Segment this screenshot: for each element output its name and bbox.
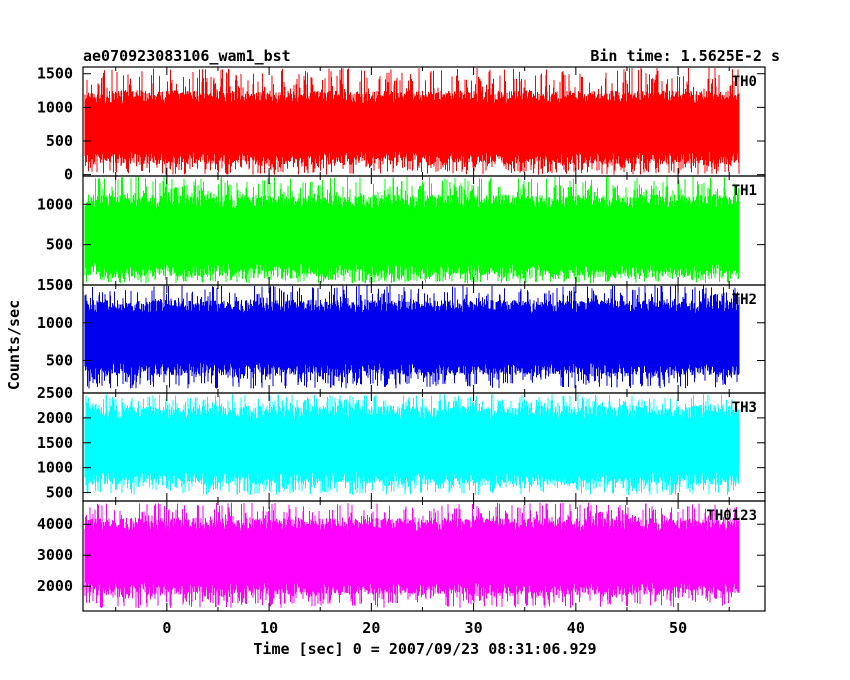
panel-th0: TH0 0 500 1000 1500 — [37, 65, 766, 184]
y-tick-label: 500 — [46, 132, 73, 150]
chart-title: ae070923083106_wam1_bst — [83, 47, 291, 65]
y-tick-label: 3000 — [37, 546, 73, 564]
x-tick-label: 20 — [362, 619, 380, 637]
y-tick-label: 1500 — [37, 434, 73, 452]
y-tick-label: 0 — [64, 276, 73, 294]
y-tick-label: 500 — [46, 352, 73, 370]
panel-th2: TH2 500 1000 1500 — [37, 276, 766, 394]
x-tick-label: 50 — [669, 619, 687, 637]
y-axis-label: Counts/sec — [5, 300, 23, 390]
x-axis: 0 10 20 30 40 50 — [162, 619, 687, 637]
panel-label: TH1 — [732, 183, 757, 199]
panel-th3: TH3 500 1000 1500 2000 2500 — [37, 384, 766, 502]
panels-group: TH0 0 500 1000 1500 TH1 0 500 1000 TH2 500 1000 1500… — [37, 65, 766, 612]
panel-label: TH2 — [732, 292, 757, 308]
x-tick-label: 10 — [260, 619, 278, 637]
y-tick-label: 1000 — [37, 195, 73, 213]
y-tick-label: 1000 — [37, 314, 73, 332]
y-tick-label: 2500 — [37, 384, 73, 402]
x-tick-label: 0 — [162, 619, 171, 637]
panel-frame — [82, 500, 766, 612]
panel-label: TH0 — [732, 74, 757, 90]
panel-th0123: TH0123 2000 3000 4000 — [37, 500, 766, 612]
y-tick-label: 1500 — [37, 276, 73, 294]
x-tick-label: 30 — [465, 619, 483, 637]
series-th0 — [84, 67, 740, 175]
y-tick-label: 1000 — [37, 459, 73, 477]
y-tick-label: 2000 — [37, 577, 73, 595]
x-tick-label: 40 — [567, 619, 585, 637]
series-th3 — [84, 394, 740, 495]
series-th0123 — [84, 502, 740, 608]
series-th2 — [84, 285, 740, 389]
y-tick-label: 500 — [46, 236, 73, 254]
bin-time-label: Bin time: 1.5625E-2 s — [590, 47, 780, 65]
series-th1 — [84, 176, 740, 284]
y-tick-label: 500 — [46, 484, 73, 502]
y-tick-label: 4000 — [37, 515, 73, 533]
panel-label: TH3 — [732, 400, 757, 416]
x-axis-label: Time [sec] 0 = 2007/09/23 08:31:06.929 — [253, 640, 596, 658]
y-tick-label: 1000 — [37, 98, 73, 116]
y-tick-label: 1500 — [37, 65, 73, 83]
y-tick-label: 0 — [64, 166, 73, 184]
panel-label: TH0123 — [706, 508, 757, 524]
panel-th1: TH1 0 500 1000 — [37, 175, 766, 294]
y-tick-label: 2000 — [37, 409, 73, 427]
